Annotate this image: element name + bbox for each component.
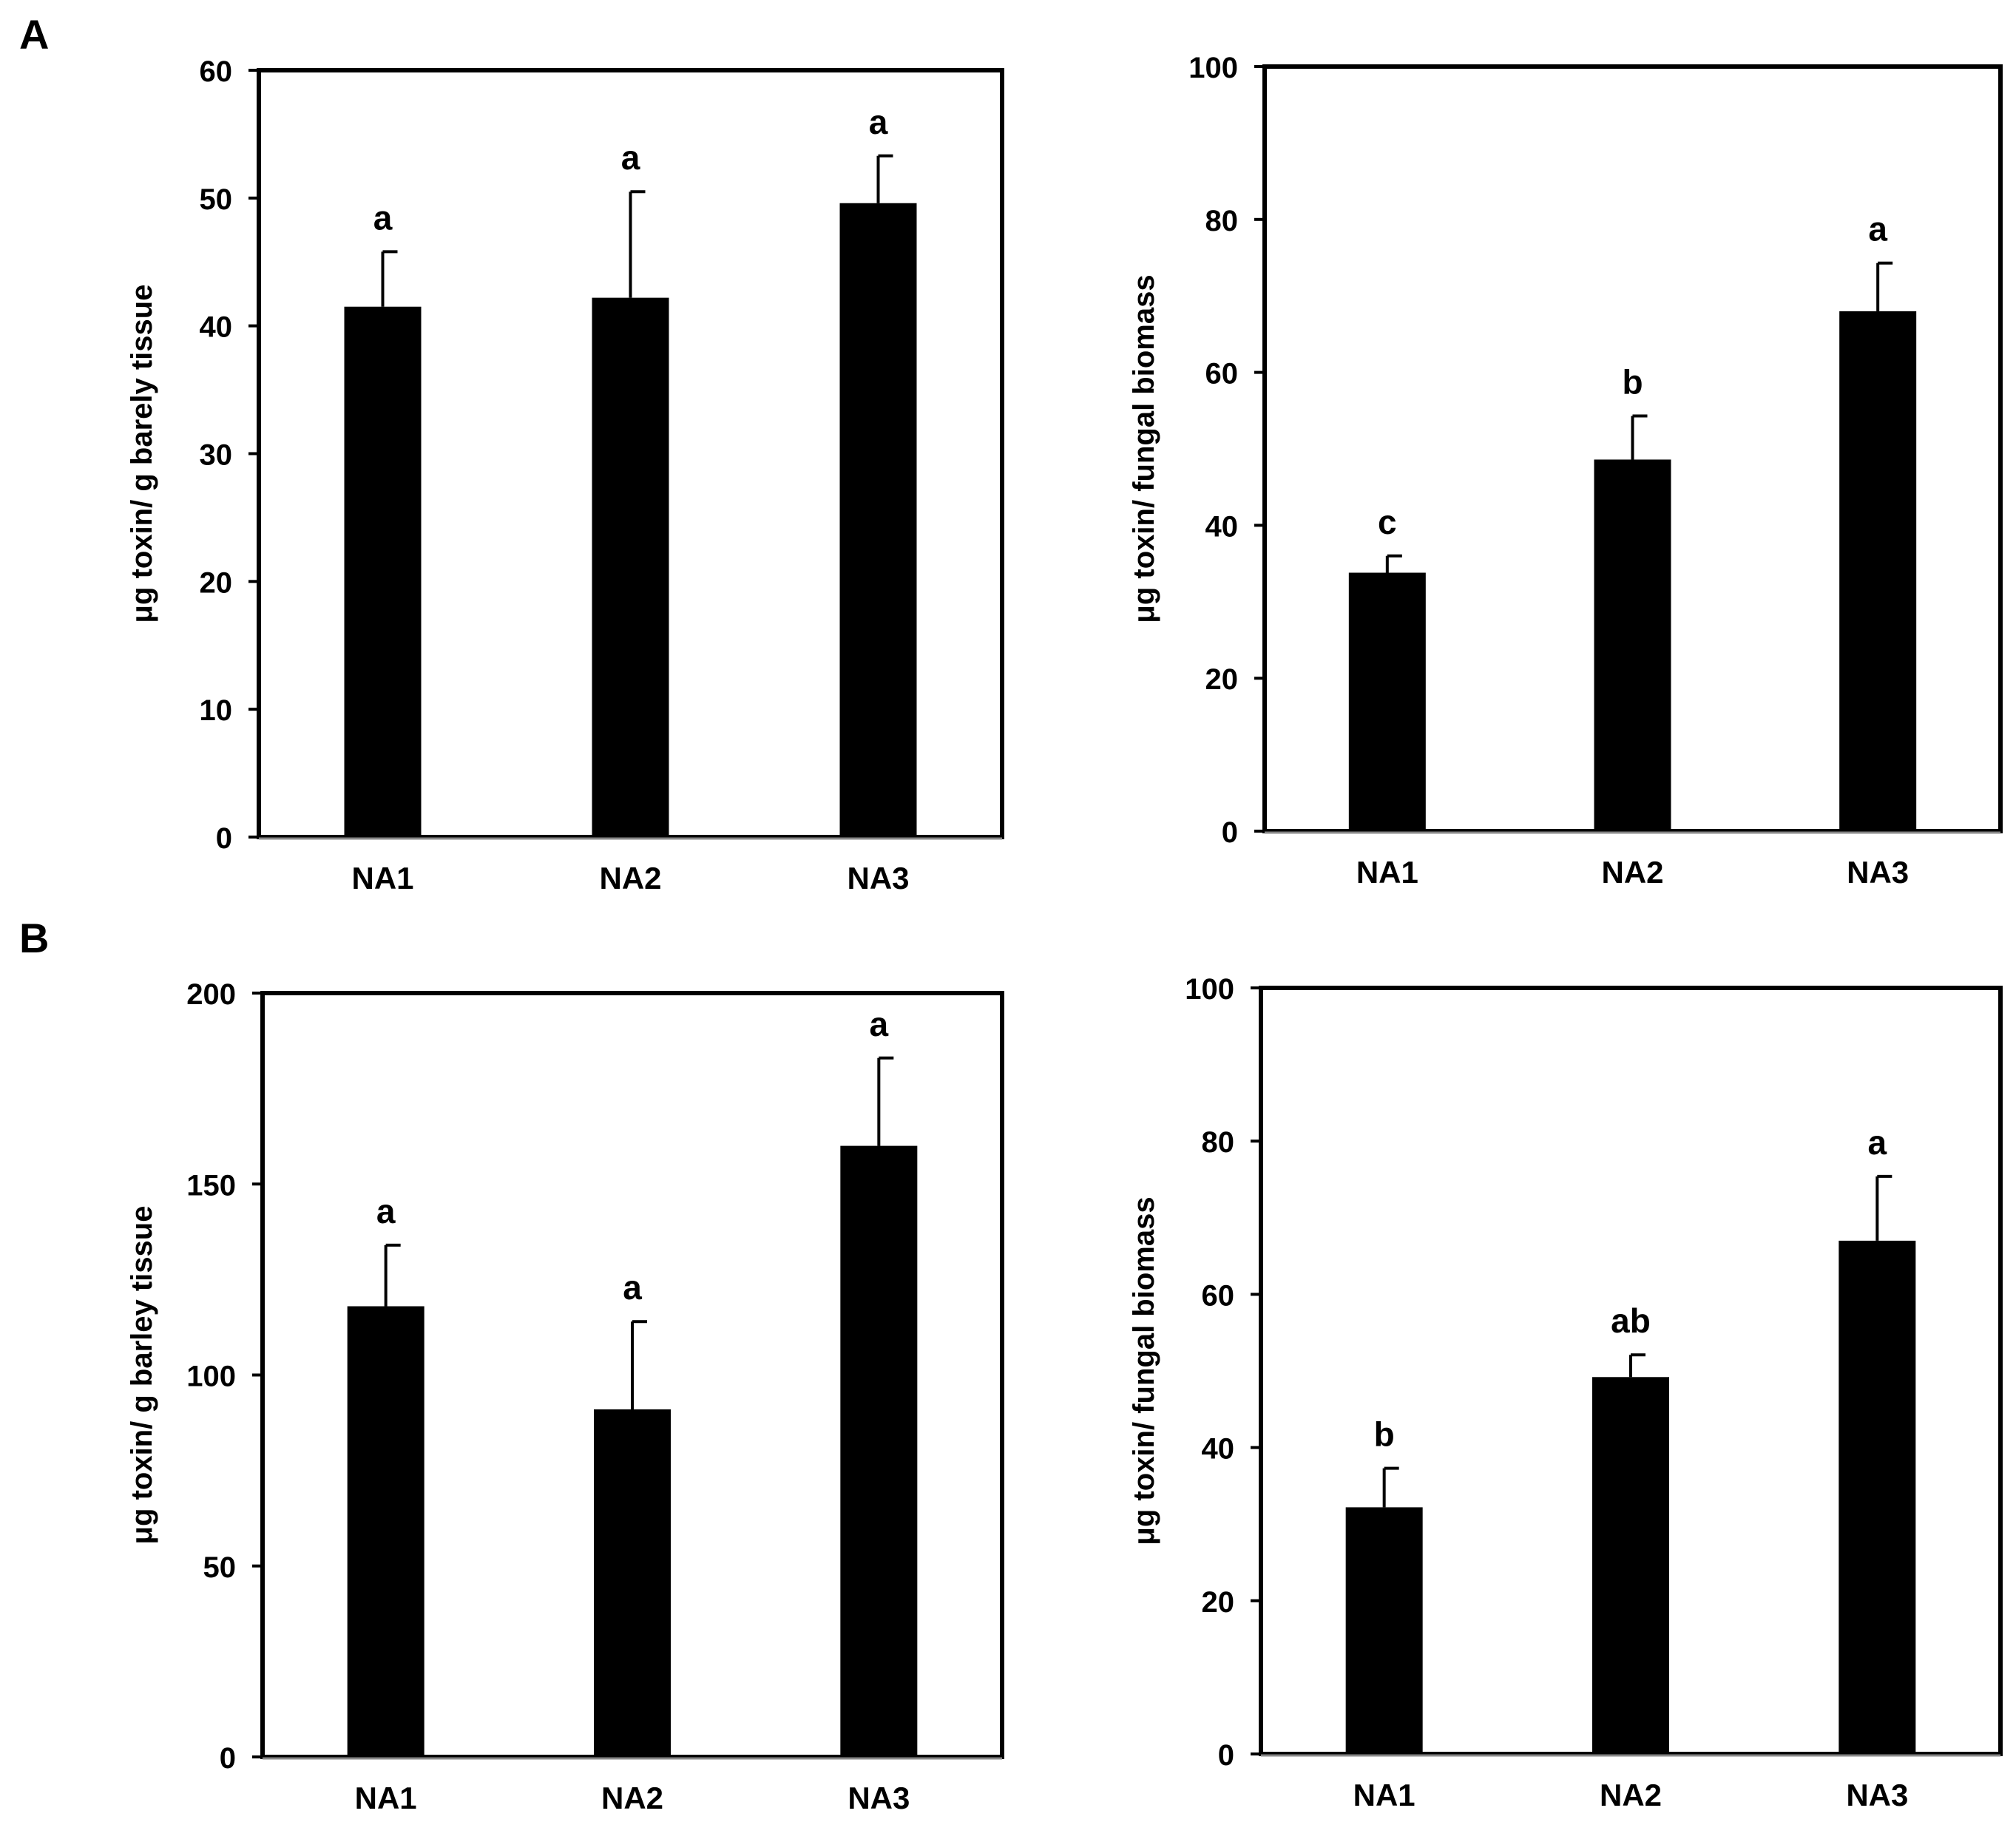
y-tick-label: 100 bbox=[1188, 52, 1238, 84]
bar-na3 bbox=[839, 203, 917, 837]
significance-letter: a bbox=[1868, 210, 1887, 248]
panel-label-a: A bbox=[19, 11, 49, 58]
category-label: NA2 bbox=[601, 1781, 663, 1815]
category-label: NA1 bbox=[355, 1781, 417, 1815]
significance-letter: a bbox=[623, 1268, 642, 1307]
significance-letter: a bbox=[376, 1192, 396, 1230]
bar-na2 bbox=[592, 297, 669, 838]
bar-na1 bbox=[344, 306, 422, 837]
y-tick-label: 80 bbox=[1202, 1126, 1235, 1159]
significance-letter: a bbox=[870, 1005, 889, 1043]
significance-letter: c bbox=[1378, 503, 1397, 541]
y-axis-label: μg toxin/ fungal biomass bbox=[1128, 1196, 1160, 1545]
bar-na3 bbox=[840, 1145, 918, 1757]
bar-na3 bbox=[1839, 311, 1917, 831]
y-tick-label: 0 bbox=[216, 822, 232, 855]
category-label: NA1 bbox=[1356, 855, 1418, 890]
chart-b-right: 0 20 40 60 80 100 μg toxin/ fungal biomass b NA1… bbox=[1128, 973, 2003, 1812]
significance-letter: a bbox=[1868, 1123, 1887, 1162]
category-label: NA3 bbox=[847, 861, 909, 895]
y-tick-label: 10 bbox=[200, 694, 233, 727]
charts-layer: 0 10 20 30 40 50 60 μg toxin/ g barely tissue a N… bbox=[126, 52, 2003, 1815]
significance-letter: ab bbox=[1611, 1301, 1651, 1340]
significance-letter: b bbox=[1622, 363, 1643, 402]
y-tick-label: 100 bbox=[186, 1361, 236, 1393]
bar-na2 bbox=[1592, 1377, 1669, 1754]
y-tick-label: 40 bbox=[200, 311, 233, 344]
y-tick-label: 60 bbox=[1202, 1279, 1235, 1312]
y-axis-label: μg toxin/ fungal biomass bbox=[1128, 274, 1160, 623]
chart-b-left: 0 50 100 150 200 μg toxin/ g barley tissue a NA… bbox=[126, 978, 1004, 1815]
bar-na1 bbox=[347, 1306, 424, 1757]
category-label: NA1 bbox=[1353, 1778, 1415, 1812]
y-tick-label: 0 bbox=[220, 1742, 236, 1775]
y-tick-label: 60 bbox=[200, 55, 233, 88]
category-label: NA3 bbox=[1847, 855, 1909, 890]
y-tick-label: 0 bbox=[1222, 816, 1238, 849]
significance-letter: a bbox=[373, 198, 393, 237]
significance-letter: a bbox=[869, 103, 888, 141]
y-tick-label: 20 bbox=[1205, 663, 1239, 696]
y-tick-label: 80 bbox=[1205, 205, 1239, 237]
bar-na2 bbox=[594, 1409, 671, 1757]
y-axis-label: μg toxin/ g barley tissue bbox=[126, 1206, 158, 1545]
y-tick-label: 20 bbox=[1202, 1586, 1235, 1619]
category-label: NA3 bbox=[1846, 1778, 1908, 1812]
chart-a-left: 0 10 20 30 40 50 60 μg toxin/ g barely tissue a N… bbox=[126, 55, 1004, 895]
bar-na2 bbox=[1594, 459, 1671, 831]
significance-letter: b bbox=[1374, 1415, 1395, 1454]
y-tick-label: 30 bbox=[200, 439, 233, 472]
category-label: NA2 bbox=[599, 861, 661, 895]
category-label: NA1 bbox=[351, 861, 413, 895]
y-tick-label: 150 bbox=[186, 1169, 236, 1202]
category-label: NA2 bbox=[1600, 1778, 1662, 1812]
significance-letter: a bbox=[621, 138, 640, 177]
category-label: NA2 bbox=[1601, 855, 1663, 890]
y-tick-label: 100 bbox=[1185, 973, 1234, 1006]
y-tick-label: 20 bbox=[200, 566, 233, 599]
bar-na1 bbox=[1348, 572, 1426, 831]
y-tick-label: 40 bbox=[1202, 1433, 1235, 1466]
y-tick-label: 40 bbox=[1205, 510, 1239, 543]
panel-label-b: B bbox=[19, 915, 49, 961]
bar-na1 bbox=[1345, 1507, 1423, 1754]
bar-na3 bbox=[1839, 1240, 1916, 1754]
y-tick-label: 200 bbox=[186, 978, 236, 1011]
y-tick-label: 50 bbox=[200, 183, 233, 216]
y-axis-label: μg toxin/ g barely tissue bbox=[126, 285, 158, 623]
y-tick-label: 60 bbox=[1205, 358, 1239, 390]
chart-a-right: 0 20 40 60 80 100 μg toxin/ fungal biomass c NA1… bbox=[1128, 52, 2003, 890]
y-tick-label: 0 bbox=[1218, 1739, 1234, 1772]
category-label: NA3 bbox=[848, 1781, 910, 1815]
y-tick-label: 50 bbox=[203, 1551, 237, 1584]
